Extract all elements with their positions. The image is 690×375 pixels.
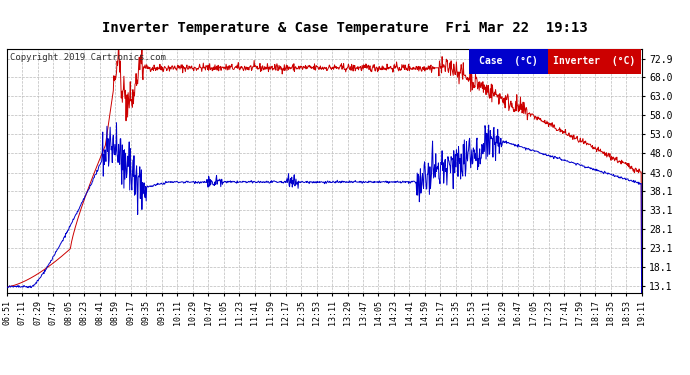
Text: Copyright 2019 Cartronics.com: Copyright 2019 Cartronics.com — [10, 53, 166, 62]
Text: Inverter  (°C): Inverter (°C) — [553, 56, 635, 66]
Text: Inverter Temperature & Case Temperature  Fri Mar 22  19:13: Inverter Temperature & Case Temperature … — [102, 21, 588, 35]
Text: Case  (°C): Case (°C) — [479, 56, 538, 66]
